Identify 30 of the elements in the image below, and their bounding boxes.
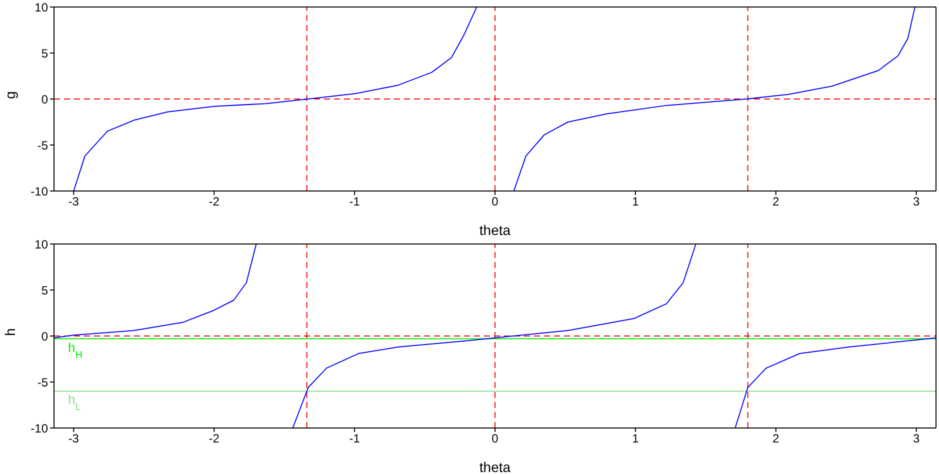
x-axis-title: theta	[479, 222, 511, 238]
y-tick-label: 5	[41, 46, 48, 60]
x-tick-label: 0	[492, 194, 499, 209]
ref-line-label: h$_{L}$	[68, 392, 82, 413]
x-tick-label: 3	[912, 432, 920, 446]
x-tick-label: 2	[772, 194, 780, 209]
y-tick-label: 10	[34, 237, 48, 252]
ref-line-label: h$_{H}$	[68, 340, 82, 360]
y-tick-label: 0	[41, 92, 48, 106]
y-tick-label: 0	[41, 329, 48, 344]
x-tick-label: 1	[632, 194, 640, 209]
x-tick-label: -1	[349, 432, 360, 446]
y-axis-title: g	[2, 91, 18, 99]
y-tick-label: -10	[30, 184, 48, 198]
y-tick-label: 5	[41, 283, 48, 298]
x-tick-label: 0	[492, 432, 499, 446]
x-axis-title: theta	[479, 459, 511, 474]
x-tick-label: 2	[772, 432, 780, 446]
x-tick-label: -3	[68, 194, 80, 209]
x-tick-label: 3	[912, 194, 920, 209]
y-axis-title: h	[2, 328, 18, 336]
y-tick-label: -5	[37, 138, 48, 152]
x-tick-label: -3	[68, 432, 80, 446]
x-tick-label: -1	[349, 194, 360, 209]
x-tick-label: -2	[208, 194, 220, 209]
x-tick-label: -2	[208, 432, 220, 446]
y-tick-label: -5	[37, 375, 48, 390]
y-tick-label: -10	[30, 421, 48, 436]
x-tick-label: 1	[632, 432, 640, 446]
y-tick-label: 10	[34, 0, 48, 14]
